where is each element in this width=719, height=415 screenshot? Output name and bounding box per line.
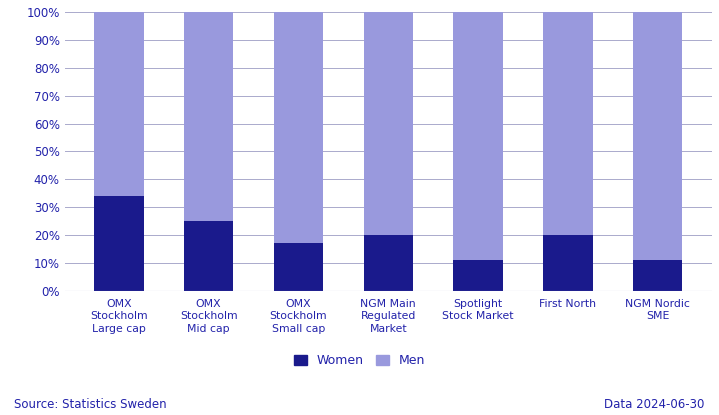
Legend: Women, Men: Women, Men — [294, 354, 425, 367]
Text: Source: Statistics Sweden: Source: Statistics Sweden — [14, 398, 167, 411]
Bar — [454, 12, 503, 260]
Text: Data 2024-06-30: Data 2024-06-30 — [604, 398, 705, 411]
Bar — [633, 12, 682, 260]
Bar — [543, 12, 592, 235]
Bar — [633, 260, 682, 290]
Bar — [454, 260, 503, 290]
Bar — [274, 12, 323, 243]
Bar — [94, 12, 144, 196]
Bar — [94, 196, 144, 290]
Bar — [543, 235, 592, 290]
Bar — [184, 12, 234, 221]
Bar — [364, 235, 413, 290]
Bar — [364, 12, 413, 235]
Bar — [184, 221, 234, 290]
Bar — [274, 243, 323, 290]
